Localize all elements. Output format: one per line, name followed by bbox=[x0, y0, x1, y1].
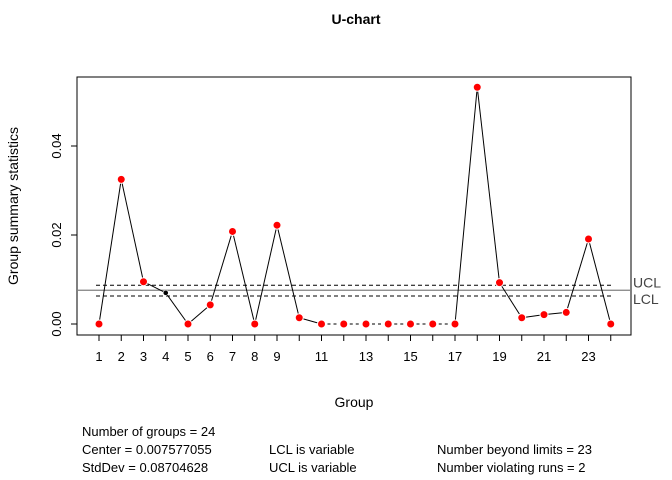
data-point bbox=[339, 319, 349, 329]
series-segment bbox=[187, 304, 211, 325]
data-point bbox=[428, 319, 438, 329]
y-tick-label: 0.02 bbox=[49, 222, 64, 247]
x-tick-label: 21 bbox=[537, 349, 551, 364]
data-point bbox=[539, 310, 549, 320]
data-point bbox=[406, 319, 415, 329]
chart-title: U-chart bbox=[331, 11, 380, 27]
series-segment bbox=[232, 231, 256, 325]
data-point bbox=[606, 319, 616, 329]
data-point bbox=[94, 319, 104, 329]
data-point bbox=[205, 300, 215, 310]
x-tick-label: 7 bbox=[229, 349, 236, 364]
data-point bbox=[450, 319, 460, 329]
y-axis: 0.00 0.02 0.04 bbox=[49, 133, 77, 337]
data-series bbox=[94, 82, 616, 329]
series-segment bbox=[120, 179, 144, 282]
data-point bbox=[294, 313, 304, 323]
data-point bbox=[183, 319, 193, 329]
data-point bbox=[139, 277, 148, 287]
data-point bbox=[517, 313, 527, 323]
data-point bbox=[495, 278, 504, 288]
data-point bbox=[383, 319, 393, 329]
x-tick-label: 13 bbox=[359, 349, 373, 364]
x-tick-label: 2 bbox=[118, 349, 125, 364]
data-point bbox=[250, 319, 260, 329]
data-point bbox=[561, 307, 571, 317]
series-segment bbox=[276, 225, 300, 318]
x-tick-label: 11 bbox=[315, 349, 329, 364]
stat-stddev: StdDev = 0.08704628 bbox=[82, 460, 209, 475]
x-tick-label: 1 bbox=[95, 349, 102, 364]
series-segment bbox=[476, 87, 500, 283]
data-point bbox=[472, 82, 482, 92]
y-tick-label: 0.04 bbox=[49, 133, 64, 158]
data-point bbox=[162, 289, 169, 296]
ucl-label: UCL bbox=[633, 274, 661, 290]
stat-beyond-limits: Number beyond limits = 23 bbox=[437, 442, 592, 457]
x-tick-label: 5 bbox=[184, 349, 191, 364]
data-point bbox=[272, 220, 282, 230]
data-point bbox=[361, 319, 371, 329]
stat-center: Center = 0.007577055 bbox=[82, 442, 212, 457]
series-segment bbox=[454, 87, 478, 325]
series-segment bbox=[209, 231, 233, 306]
x-tick-label: 15 bbox=[403, 349, 417, 364]
stats-col-1: Number of groups = 24 Center = 0.0075770… bbox=[82, 423, 215, 477]
series-segment bbox=[254, 225, 278, 325]
x-tick-label: 4 bbox=[162, 349, 169, 364]
y-tick-label: 0.00 bbox=[49, 311, 64, 336]
series-segment bbox=[565, 238, 589, 313]
lcl-label: LCL bbox=[633, 291, 659, 307]
x-tick-label: 9 bbox=[273, 349, 280, 364]
x-tick-label: 3 bbox=[140, 349, 147, 364]
x-tick-label: 19 bbox=[492, 349, 506, 364]
x-tick-label: 17 bbox=[448, 349, 462, 364]
stats-col-2: LCL is variable UCL is variable bbox=[269, 441, 357, 477]
series-segment bbox=[98, 179, 122, 325]
stat-lcl: LCL is variable bbox=[269, 442, 355, 457]
data-point bbox=[116, 174, 126, 184]
series-segment bbox=[499, 282, 523, 319]
series-segment bbox=[588, 238, 612, 325]
x-tick-label: 6 bbox=[207, 349, 214, 364]
data-point bbox=[228, 226, 237, 236]
x-axis: 1 2 3 4 5 6 7 8 9 11 13 15 17 19 21 23 bbox=[95, 334, 612, 364]
stat-number-of-groups: Number of groups = 24 bbox=[82, 424, 216, 439]
x-tick-label: 8 bbox=[251, 349, 258, 364]
stat-violating-runs: Number violating runs = 2 bbox=[437, 460, 586, 475]
stats-col-3: Number beyond limits = 23 Number violati… bbox=[437, 441, 592, 477]
series-segment bbox=[165, 292, 189, 325]
x-tick-label: 23 bbox=[581, 349, 595, 364]
x-axis-label: Group bbox=[335, 394, 374, 410]
stat-ucl: UCL is variable bbox=[269, 460, 357, 475]
y-axis-label: Group summary statistics bbox=[5, 127, 21, 285]
data-point bbox=[584, 234, 593, 244]
data-point bbox=[317, 319, 326, 329]
